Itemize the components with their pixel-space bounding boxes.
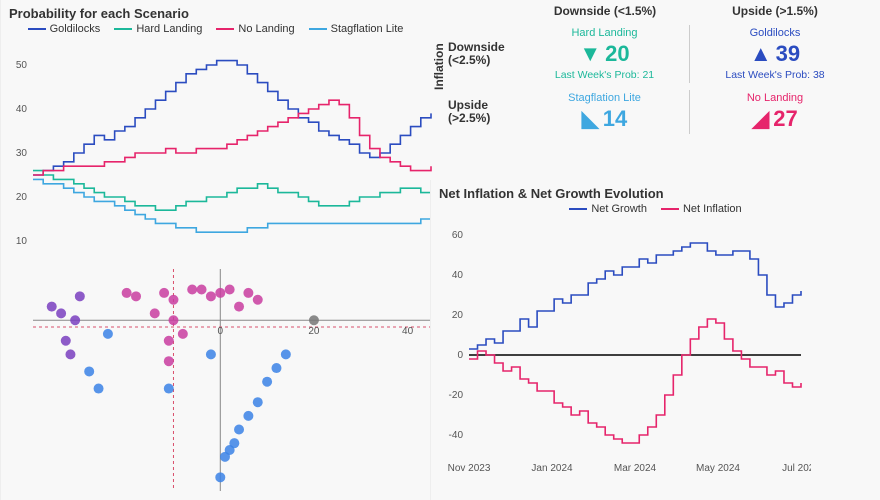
last-week-prob: Last Week's Prob: 38 xyxy=(694,69,856,81)
svg-text:20: 20 xyxy=(16,192,28,203)
probability-chart-svg: 10 20 30 40 50 0 20 40 xyxy=(1,37,441,497)
quad-cell-stagflation: Stagflation Lite ◣14 xyxy=(520,90,690,134)
svg-text:50: 50 xyxy=(16,60,28,71)
svg-text:May 2024: May 2024 xyxy=(696,463,740,474)
scenario-quadrant-panel: Inflation Downside (<1.5%) Upside (>1.5%… xyxy=(430,0,880,180)
svg-text:10: 10 xyxy=(16,236,28,247)
svg-text:20: 20 xyxy=(452,310,464,321)
arrow-icon: ▲ xyxy=(750,41,772,67)
legend-item: Stagflation Lite xyxy=(309,23,404,35)
svg-text:40: 40 xyxy=(16,104,28,115)
svg-text:60: 60 xyxy=(452,230,464,241)
legend-item: Hard Landing xyxy=(114,23,202,35)
svg-text:30: 30 xyxy=(16,148,28,159)
svg-text:-20: -20 xyxy=(449,390,464,401)
scenario-value: 20 xyxy=(605,41,629,67)
legend-item: Goldilocks xyxy=(28,23,101,35)
quad-row-header-upside: Upside (>2.5%) xyxy=(430,99,520,125)
svg-text:Nov 2023: Nov 2023 xyxy=(448,463,491,474)
svg-text:0: 0 xyxy=(218,326,224,337)
quad-cell-goldilocks: Goldilocks ▲39 Last Week's Prob: 38 xyxy=(690,25,860,83)
quad-cell-hard-landing: Hard Landing ▼20 Last Week's Prob: 21 xyxy=(520,25,690,83)
scenario-value: 14 xyxy=(603,106,627,132)
quad-cell-no-landing: No Landing ◢27 xyxy=(690,90,860,134)
scenario-name: Hard Landing xyxy=(524,27,685,39)
svg-text:20: 20 xyxy=(308,326,320,337)
evolution-chart-legend: Net Growth Net Inflation xyxy=(431,203,880,215)
svg-text:Jul 2024: Jul 2024 xyxy=(782,463,811,474)
scenario-value: 39 xyxy=(776,41,800,67)
legend-item: Net Inflation xyxy=(661,203,742,215)
svg-text:Mar 2024: Mar 2024 xyxy=(614,463,657,474)
evolution-chart-svg: -40 -20 0 20 40 60 Nov 2023 Jan 2024 Mar 2024 May… xyxy=(431,217,811,477)
probability-chart-title: Probability for each Scenario xyxy=(1,0,430,23)
evolution-chart-title: Net Inflation & Net Growth Evolution xyxy=(431,180,880,203)
quad-col-header-downside: Downside (<1.5%) xyxy=(520,4,690,18)
arrow-icon: ▼ xyxy=(579,41,601,67)
scenario-name: Stagflation Lite xyxy=(524,92,685,104)
svg-text:Jan 2024: Jan 2024 xyxy=(531,463,573,474)
arrow-icon: ◣ xyxy=(582,106,599,132)
svg-text:-40: -40 xyxy=(449,430,464,441)
probability-chart-panel: Probability for each Scenario Goldilocks… xyxy=(0,0,430,500)
arrow-icon: ◢ xyxy=(752,106,769,132)
svg-text:40: 40 xyxy=(452,270,464,281)
probability-chart-legend: Goldilocks Hard Landing No Landing Stagflat… xyxy=(1,23,430,35)
legend-item: No Landing xyxy=(216,23,294,35)
quad-col-header-upside: Upside (>1.5%) xyxy=(690,4,860,18)
evolution-chart-panel: Net Inflation & Net Growth Evolution Net… xyxy=(430,180,880,500)
svg-text:40: 40 xyxy=(402,326,414,337)
svg-text:0: 0 xyxy=(457,350,463,361)
scenario-value: 27 xyxy=(773,106,797,132)
scenario-name: Goldilocks xyxy=(694,27,856,39)
legend-item: Net Growth xyxy=(569,203,647,215)
scenario-name: No Landing xyxy=(694,92,856,104)
last-week-prob: Last Week's Prob: 21 xyxy=(524,69,685,81)
